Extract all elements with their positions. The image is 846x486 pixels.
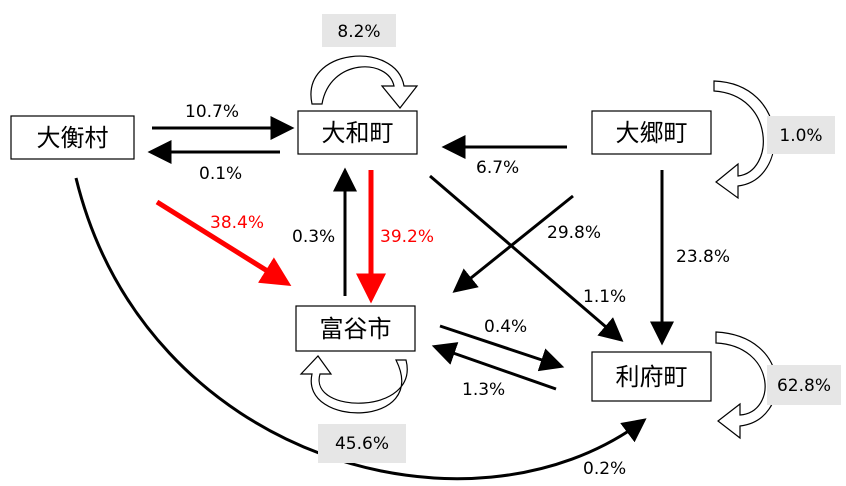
flow-label-taihira-to-yamato: 10.7% [185, 102, 239, 122]
flow-label-tomiya-to-rifu: 0.4% [484, 317, 527, 337]
node-label-yamato: 大和町 [322, 119, 394, 147]
self-flow-label-rifu: 62.8% [767, 365, 841, 405]
self-loop-rifu [715, 331, 777, 440]
self-loop-yamato [310, 55, 419, 109]
node-label-osato: 大郷町 [616, 119, 688, 147]
flow-label-taihira-to-rifu: 0.2% [583, 459, 626, 479]
flow-label-osato-to-tomiya: 29.8% [547, 223, 601, 243]
flow-arrow-tomiya-to-rifu [439, 324, 565, 372]
self-flow-value-tomiya: 45.6% [335, 434, 389, 454]
node-label-taihira: 大衡村 [37, 124, 109, 152]
flow-arrow-yamato-to-rifu [429, 174, 624, 342]
flow-label-taihira-to-tomiya: 38.4% [210, 213, 264, 233]
self-flow-label-osato: 1.0% [767, 116, 835, 154]
node-rifu: 利府町 [591, 351, 712, 402]
node-tomiya: 富谷市 [295, 305, 416, 352]
flow-label-osato-to-yamato: 6.7% [476, 158, 519, 178]
flow-label-yamato-to-rifu: 1.1% [583, 287, 626, 307]
flow-label-yamato-to-taihira: 0.1% [199, 164, 242, 184]
self-flow-label-yamato: 8.2% [322, 14, 396, 47]
flow-label-osato-to-rifu: 23.8% [676, 247, 730, 267]
node-taihira: 大衡村 [10, 115, 135, 160]
node-label-tomiya: 富谷市 [320, 315, 392, 343]
flow-arrow-rifu-to-tomiya [431, 342, 557, 391]
self-loop-tomiya [299, 355, 408, 414]
self-flow-label-tomiya: 45.6% [318, 424, 406, 463]
self-flow-value-rifu: 62.8% [777, 376, 831, 396]
node-yamato: 大和町 [297, 110, 418, 155]
flow-arrow-osato-to-tomiya [452, 194, 574, 293]
self-flow-value-osato: 1.0% [779, 126, 822, 146]
node-osato: 大郷町 [591, 110, 712, 155]
self-loop-osato [713, 80, 775, 200]
flow-label-rifu-to-tomiya: 1.3% [462, 380, 505, 400]
node-label-rifu: 利府町 [616, 363, 688, 391]
self-flow-value-yamato: 8.2% [337, 22, 380, 42]
flow-label-yamato-to-tomiya: 39.2% [380, 227, 434, 247]
flow-label-tomiya-to-yamato: 0.3% [292, 227, 335, 247]
flow-arrow-taihira-to-tomiya [155, 199, 292, 286]
